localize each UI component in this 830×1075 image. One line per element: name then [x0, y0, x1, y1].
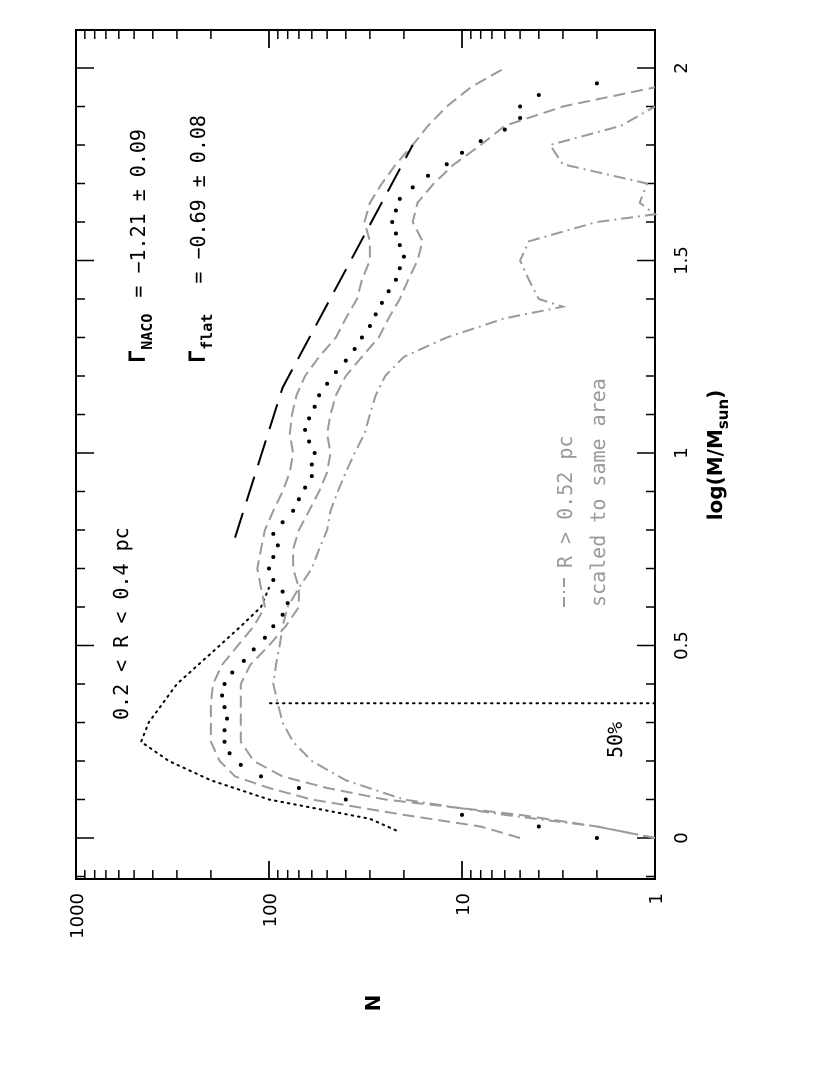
data-point: [271, 578, 276, 583]
mass-axis-tick-label: 1.5: [671, 246, 692, 275]
data-point: [536, 92, 541, 97]
data-point: [227, 751, 232, 756]
data-point: [393, 231, 398, 236]
series-line-dashdot-gray: [272, 105, 658, 839]
data-point: [594, 81, 599, 86]
data-point: [410, 185, 415, 190]
data-point: [352, 347, 357, 352]
n-axis-tick-label: 10: [453, 893, 474, 916]
completeness-label: 50%: [603, 722, 627, 758]
legend-line2: scaled to same area: [586, 378, 610, 607]
x-axis-label: log(M/Msun): [703, 390, 732, 521]
data-point: [275, 543, 280, 548]
y-axis-label: N: [360, 995, 384, 1012]
series-line-dotted-black: [139, 586, 397, 832]
series-line-dashed-gray-upper: [209, 67, 521, 839]
data-point: [222, 705, 227, 710]
data-point: [312, 451, 317, 455]
data-point: [518, 104, 523, 109]
plot-frame: [75, 29, 656, 880]
data-point: [267, 566, 271, 571]
data-point: [397, 243, 402, 248]
data-point: [594, 836, 599, 840]
dots-series: [220, 81, 599, 840]
radius-range-label: 0.2 < R < 0.4 pc: [109, 527, 133, 720]
data-point: [238, 762, 243, 767]
data-point: [386, 289, 391, 294]
data-point: [222, 682, 227, 686]
data-point: [251, 647, 256, 652]
data-point: [225, 716, 230, 721]
data-point: [343, 797, 348, 802]
data-point: [222, 739, 227, 744]
mass-axis-tick-label: 0.5: [671, 631, 692, 660]
mass-axis-tick-label: 1: [671, 447, 692, 458]
gamma-flat-label: Γflat= −0.69 ± 0.08: [186, 115, 216, 363]
data-point: [262, 635, 267, 640]
data-point: [271, 624, 276, 629]
data-point: [502, 127, 507, 132]
data-point: [536, 824, 541, 829]
data-point: [401, 254, 406, 259]
data-point: [312, 404, 317, 409]
data-point: [280, 520, 285, 525]
data-point: [309, 462, 314, 467]
data-point: [230, 670, 235, 675]
data-point: [373, 312, 378, 317]
data-point: [343, 358, 348, 363]
data-point: [325, 381, 330, 386]
mass-axis-tick-label: 2: [671, 62, 692, 73]
legend-line1: R > 0.52 pc: [553, 436, 577, 568]
data-point: [222, 728, 227, 733]
data-point: [518, 116, 523, 121]
data-point: [309, 474, 314, 479]
data-point: [460, 150, 464, 155]
n-axis-tick-label: 1: [646, 893, 667, 904]
mass-axis-tick-label: 0: [671, 832, 692, 843]
data-point: [291, 508, 296, 513]
tick-labels: 1 10 100 1000 0 0.5 1 1.5 2: [67, 62, 692, 939]
data-series: [139, 67, 658, 840]
data-point: [303, 485, 308, 490]
data-point: [280, 612, 285, 617]
data-point: [393, 277, 398, 282]
data-point: [390, 220, 395, 224]
data-point: [333, 370, 338, 375]
data-point: [285, 601, 290, 606]
data-point: [359, 335, 364, 340]
data-point: [393, 208, 398, 213]
data-point: [367, 323, 372, 328]
data-point: [307, 416, 312, 421]
data-point: [259, 774, 264, 779]
axis-ticks: [75, 30, 656, 879]
outer-region-legend: R > 0.52 pc scaled to same area: [553, 378, 610, 607]
data-point: [241, 658, 246, 663]
data-point: [307, 439, 312, 444]
data-point: [478, 139, 483, 144]
data-point: [280, 589, 285, 594]
data-point: [444, 162, 449, 167]
data-point: [220, 693, 225, 698]
n-axis-tick-label: 1000: [67, 893, 88, 939]
data-point: [317, 393, 322, 398]
series-line-dashed-gray-lower: [239, 86, 656, 839]
data-point: [271, 554, 276, 559]
data-point: [303, 427, 308, 432]
data-point: [271, 531, 276, 536]
data-point: [397, 196, 402, 201]
series-line-longdash-black: [234, 144, 414, 539]
data-point: [460, 812, 464, 817]
data-point: [296, 785, 301, 790]
n-axis-tick-label: 100: [260, 893, 281, 927]
data-point: [426, 173, 431, 178]
data-point: [379, 300, 384, 305]
data-point: [296, 497, 301, 502]
gamma-naco-label: ΓNACO= −1.21 ± 0.09: [126, 129, 156, 363]
data-point: [397, 266, 402, 271]
